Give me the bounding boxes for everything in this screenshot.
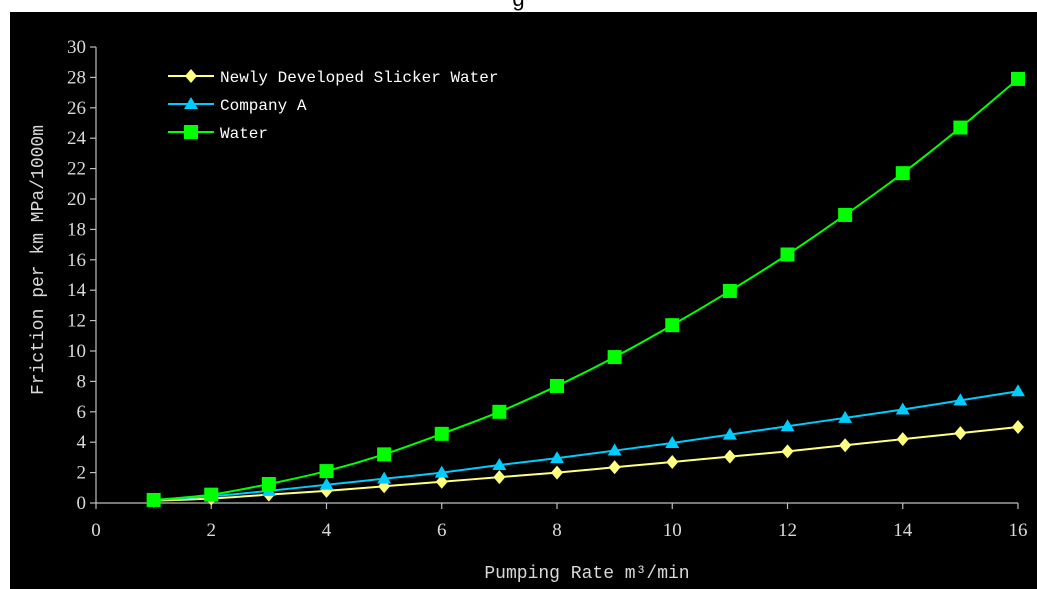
chart-panel: 0 2 4 6 8 10 12 14 16 18 20 22 24 26 28 30 0 2 4 6 8 10 12 14 16… xyxy=(10,12,1037,589)
data-point-company-a xyxy=(895,402,910,415)
x-tick-label: 14 xyxy=(893,520,913,541)
legend-label-water: Water xyxy=(220,125,268,143)
series-line-water xyxy=(153,78,1019,501)
data-point-water xyxy=(204,487,219,502)
data-point-company-a xyxy=(434,465,449,478)
data-point-water xyxy=(722,283,737,298)
x-tick-label: 8 xyxy=(552,520,562,541)
series-line-company-a xyxy=(153,390,1019,501)
data-point-company-a xyxy=(319,477,334,490)
data-point-newly-developed-slicker-water xyxy=(435,474,448,489)
y-tick-label: 4 xyxy=(77,432,87,453)
y-tick-label: 6 xyxy=(77,402,87,423)
data-point-water xyxy=(377,447,392,462)
legend-label-newly-developed-slicker-water: Newly Developed Slicker Water xyxy=(220,69,498,87)
data-point-newly-developed-slicker-water xyxy=(608,460,621,475)
x-tick-label: 4 xyxy=(322,520,332,541)
data-point-water xyxy=(146,492,161,507)
data-point-water xyxy=(838,207,853,222)
data-point-newly-developed-slicker-water xyxy=(839,438,852,453)
data-point-water xyxy=(1011,71,1025,86)
data-point-company-a xyxy=(953,393,968,406)
data-point-company-a xyxy=(780,419,795,432)
y-tick-label: 8 xyxy=(77,371,87,392)
data-point-company-a xyxy=(722,427,737,440)
data-point-newly-developed-slicker-water xyxy=(551,465,563,480)
x-tick-label: 0 xyxy=(91,520,101,541)
y-tick-label: 14 xyxy=(67,280,87,301)
y-tick-label: 20 xyxy=(67,189,86,210)
x-tick-label: 16 xyxy=(1009,520,1028,541)
y-tick-label: 28 xyxy=(67,67,86,88)
data-point-company-a xyxy=(550,451,564,464)
data-point-water xyxy=(780,247,795,262)
data-point-newly-developed-slicker-water xyxy=(896,432,909,447)
y-tick-label: 10 xyxy=(67,341,86,362)
data-point-company-a xyxy=(377,471,392,484)
legend-label-company-a: Company A xyxy=(220,97,307,115)
y-tick-label: 2 xyxy=(77,463,87,484)
legend-marker-company-a xyxy=(184,97,198,109)
data-point-company-a xyxy=(1011,384,1025,397)
data-point-water xyxy=(319,464,334,479)
data-point-water xyxy=(895,166,910,181)
x-tick-label: 10 xyxy=(663,520,682,541)
data-point-company-a xyxy=(665,435,680,448)
data-point-water xyxy=(550,378,564,393)
page-title-fragment: g xyxy=(0,0,1037,12)
data-point-newly-developed-slicker-water xyxy=(723,449,736,464)
y-axis-label: Friction per km MPa/1000m xyxy=(29,125,49,395)
data-point-water xyxy=(261,477,276,491)
y-tick-label: 26 xyxy=(67,98,86,119)
y-tick-label: 12 xyxy=(67,311,86,332)
y-tick-label: 18 xyxy=(67,219,86,240)
legend-marker-water xyxy=(184,125,198,139)
y-tick-label: 16 xyxy=(67,250,86,271)
x-axis-label: Pumping Rate m³/min xyxy=(484,564,689,584)
data-point-newly-developed-slicker-water xyxy=(493,470,506,485)
data-point-water xyxy=(607,350,622,365)
data-point-water xyxy=(492,404,507,419)
y-tick-label: 24 xyxy=(67,128,87,149)
data-point-company-a xyxy=(492,458,507,470)
x-tick-label: 6 xyxy=(437,520,447,541)
data-point-newly-developed-slicker-water xyxy=(781,444,794,459)
legend-marker-newly-developed-slicker-water xyxy=(185,69,197,83)
data-point-water xyxy=(953,120,968,135)
data-point-company-a xyxy=(838,410,853,423)
data-point-water xyxy=(665,318,680,333)
y-tick-label: 30 xyxy=(67,37,86,58)
series-line-newly-developed-slicker-water xyxy=(153,426,1019,502)
x-tick-label: 2 xyxy=(207,520,217,541)
data-point-water xyxy=(434,426,449,441)
data-point-company-a xyxy=(607,443,622,456)
data-point-newly-developed-slicker-water xyxy=(1012,420,1024,434)
x-tick-label: 12 xyxy=(778,520,797,541)
data-point-newly-developed-slicker-water xyxy=(666,454,679,469)
y-tick-label: 22 xyxy=(67,159,86,180)
y-tick-label: 0 xyxy=(77,493,87,514)
data-point-newly-developed-slicker-water xyxy=(954,426,967,441)
